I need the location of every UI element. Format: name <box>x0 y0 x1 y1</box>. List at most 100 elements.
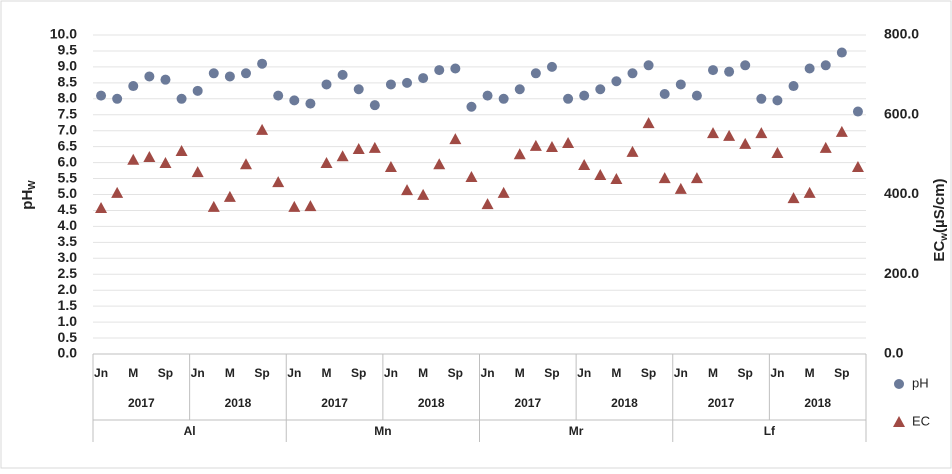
data-point <box>272 176 285 188</box>
y-tick-label: 9.5 <box>58 42 78 58</box>
year-label: 2017 <box>128 396 155 410</box>
data-point <box>835 125 848 137</box>
data-point <box>579 90 590 101</box>
y-label-main: pH <box>19 190 36 210</box>
y-tick-label: 0.0 <box>58 345 78 361</box>
y2-axis-label: ECw(µS/cm) <box>931 178 950 261</box>
site-label: Al <box>184 424 196 438</box>
data-point <box>224 71 235 82</box>
data-point <box>756 93 767 104</box>
y2-label-unit: (µS/cm) <box>931 178 948 233</box>
y-label-sub: W <box>27 180 38 190</box>
x-tick-label: Jn <box>94 366 108 380</box>
data-point <box>144 71 155 82</box>
data-point <box>707 127 720 139</box>
data-point <box>594 168 607 180</box>
data-point <box>674 182 687 194</box>
data-point <box>643 60 654 71</box>
data-point <box>740 60 751 71</box>
x-tick-label: Sp <box>351 366 366 380</box>
x-tick-label: Sp <box>158 366 173 380</box>
data-point <box>256 123 269 135</box>
year-label: 2018 <box>418 396 445 410</box>
y-tick-label: 7.5 <box>58 105 78 121</box>
data-point <box>836 47 847 58</box>
data-point <box>562 137 575 149</box>
data-point <box>690 172 703 184</box>
y-tick-label: 0.5 <box>58 329 78 345</box>
x-tick-label: Sp <box>834 366 849 380</box>
data-point <box>320 156 333 168</box>
x-tick-label: M <box>418 366 428 380</box>
y2-tick-label: 800.0 <box>884 26 919 42</box>
data-point <box>223 190 236 202</box>
data-point <box>627 68 638 79</box>
x-tick-label: M <box>322 366 332 380</box>
y-tick-label: 5.0 <box>58 185 78 201</box>
data-point <box>160 74 171 85</box>
y-tick-label: 4.5 <box>58 201 78 217</box>
x-tick-label: Jn <box>287 366 301 380</box>
y-tick-label: 4.0 <box>58 217 78 233</box>
x-tick-label: Sp <box>544 366 559 380</box>
data-point <box>401 184 414 196</box>
data-point <box>127 153 140 165</box>
data-point <box>385 79 396 90</box>
data-point <box>368 141 381 153</box>
data-point <box>240 68 251 79</box>
y-tick-label: 6.0 <box>58 153 78 169</box>
data-point <box>434 65 445 76</box>
data-point <box>418 73 429 84</box>
data-point <box>337 69 348 80</box>
data-point <box>353 84 364 95</box>
data-point <box>691 90 702 101</box>
data-point <box>772 95 783 106</box>
data-point <box>755 127 768 139</box>
data-point <box>611 76 622 87</box>
y-tick-label: 5.5 <box>58 169 78 185</box>
data-point <box>545 141 558 153</box>
legend-label: pH <box>912 375 929 390</box>
y-tick-label: 8.0 <box>58 90 78 106</box>
data-point <box>708 65 719 76</box>
site-label: Mr <box>569 424 584 438</box>
y-tick-label: 1.5 <box>58 297 78 313</box>
data-point <box>304 200 317 212</box>
data-point <box>723 129 736 141</box>
data-point <box>175 145 188 157</box>
data-point <box>159 156 172 168</box>
data-point <box>529 139 542 151</box>
data-point <box>481 198 494 210</box>
data-point <box>675 79 686 90</box>
y2-tick-label: 0.0 <box>884 345 904 361</box>
data-point <box>305 98 316 109</box>
y2-tick-label: 400.0 <box>884 185 919 201</box>
data-point <box>893 416 905 427</box>
data-point <box>530 68 541 79</box>
y-tick-label: 9.0 <box>58 58 78 74</box>
y-tick-label: 10.0 <box>50 26 77 42</box>
data-point <box>819 141 832 153</box>
data-point <box>465 170 478 182</box>
data-point <box>95 202 108 214</box>
data-point <box>417 188 430 200</box>
y-tick-label: 2.5 <box>58 265 78 281</box>
x-tick-label: M <box>515 366 525 380</box>
data-point <box>578 158 591 170</box>
data-point <box>191 166 204 178</box>
data-point <box>96 90 107 101</box>
data-point <box>482 90 493 101</box>
x-tick-label: Jn <box>674 366 688 380</box>
year-label: 2017 <box>321 396 348 410</box>
x-tick-label: Jn <box>770 366 784 380</box>
y2-tick-label: 200.0 <box>884 265 919 281</box>
x-tick-label: M <box>611 366 621 380</box>
data-point <box>273 90 284 101</box>
y2-label-main: EC <box>931 241 948 262</box>
legend-label: EC <box>912 413 930 428</box>
data-point <box>497 186 510 198</box>
data-point <box>659 89 670 100</box>
data-point <box>384 160 397 172</box>
x-tick-label: Jn <box>577 366 591 380</box>
data-point <box>289 95 300 106</box>
